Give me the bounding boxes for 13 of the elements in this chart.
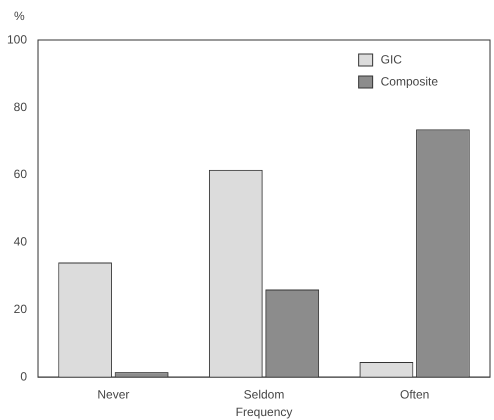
y-tick-label: 60 (14, 167, 28, 182)
y-tick-label: 20 (14, 302, 28, 316)
legend-label: Composite (380, 74, 438, 88)
x-axis-title: Frequency (236, 405, 292, 420)
y-tick-label: 80 (14, 100, 28, 114)
y-tick-label: 40 (14, 234, 28, 249)
legend-label: GIC (380, 52, 402, 66)
x-tick-label: Seldom (244, 388, 284, 402)
y-axis-title: % (14, 9, 25, 23)
y-tick-label: 100 (6, 32, 28, 46)
y-tick-label: 0 (20, 370, 28, 384)
x-tick-label: Often (400, 388, 430, 402)
x-tick-label: Never (97, 388, 130, 402)
